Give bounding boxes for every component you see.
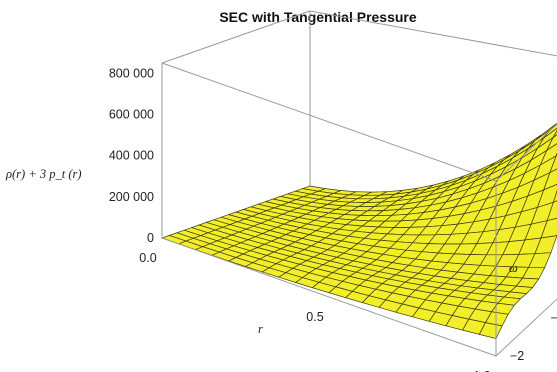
box-edge [495,123,557,182]
y-tick-label: −2 [510,349,524,363]
z-axis-ticks: 800 000 600 000 400 000 200 000 0 [109,66,154,245]
z-axis-label: ρ(r) + 3 p_t (r) [5,167,82,181]
x-tick-label: 0.5 [306,310,323,324]
box-edge [161,237,497,357]
box-edge [495,298,557,357]
x-tick-label: 1.0 [473,369,490,372]
box-edge [161,10,311,64]
x-axis-ticks: 0.0 0.5 1.0 [139,251,490,372]
x-axis-label: r [258,322,263,336]
z-tick-label: 0 [147,231,154,245]
x-tick-label: 0.0 [139,251,156,265]
z-tick-label: 400 000 [109,149,154,163]
y-axis-label: ω [509,261,518,275]
surface-mesh [160,122,557,340]
y-axis-ticks: 10−1−2 [510,311,557,363]
box-edge [309,10,557,57]
z-tick-label: 800 000 [109,66,154,80]
z-tick-label: 200 000 [109,190,154,204]
bounding-box-front-edges [161,62,557,357]
box-edge [161,62,497,182]
z-tick-label: 600 000 [109,107,154,121]
y-tick-label: −1 [551,311,557,325]
bounding-box-back-edges [161,10,557,186]
chart-title: SEC with Tangential Pressure [219,9,417,25]
